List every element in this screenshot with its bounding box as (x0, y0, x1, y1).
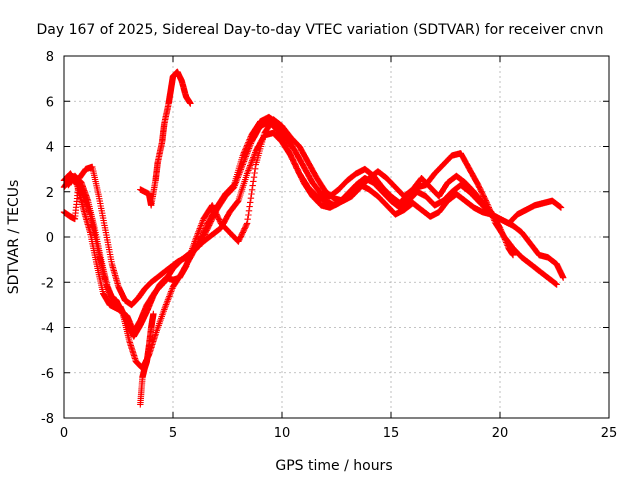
x-axis-label: GPS time / hours (275, 458, 392, 474)
series-markers (65, 116, 517, 340)
data-layer (60, 68, 567, 408)
y-tick-label: -4 (41, 322, 54, 337)
x-tick-label: 10 (274, 426, 291, 441)
x-tick-label: 20 (492, 426, 509, 441)
series-markers (137, 68, 194, 209)
y-tick-label: -6 (41, 367, 54, 382)
x-tick-label: 25 (601, 426, 618, 441)
y-axis-label: SDTVAR / TECUs (6, 180, 22, 295)
tick-layer: 0 5 10 15 20 25 -8 -6 -4 -2 0 2 4 6 8 (41, 50, 617, 441)
y-tick-label: 8 (46, 50, 54, 65)
y-tick-label: -2 (41, 276, 54, 291)
series-markers (137, 310, 157, 408)
y-tick-label: -8 (41, 412, 54, 427)
series-track-d (65, 116, 517, 340)
series-track-c (60, 129, 565, 309)
series-track-f (137, 310, 157, 408)
chart-title: Day 167 of 2025, Sidereal Day-to-day VTE… (37, 22, 604, 38)
x-tick-label: 15 (383, 426, 400, 441)
series-markers (60, 129, 565, 309)
x-tick-label: 0 (60, 426, 68, 441)
series-track-e (137, 68, 194, 209)
x-tick-label: 5 (169, 426, 177, 441)
y-tick-label: 2 (46, 186, 54, 201)
y-tick-label: 6 (46, 95, 54, 110)
y-tick-label: 4 (46, 141, 54, 156)
y-tick-label: 0 (46, 231, 54, 246)
